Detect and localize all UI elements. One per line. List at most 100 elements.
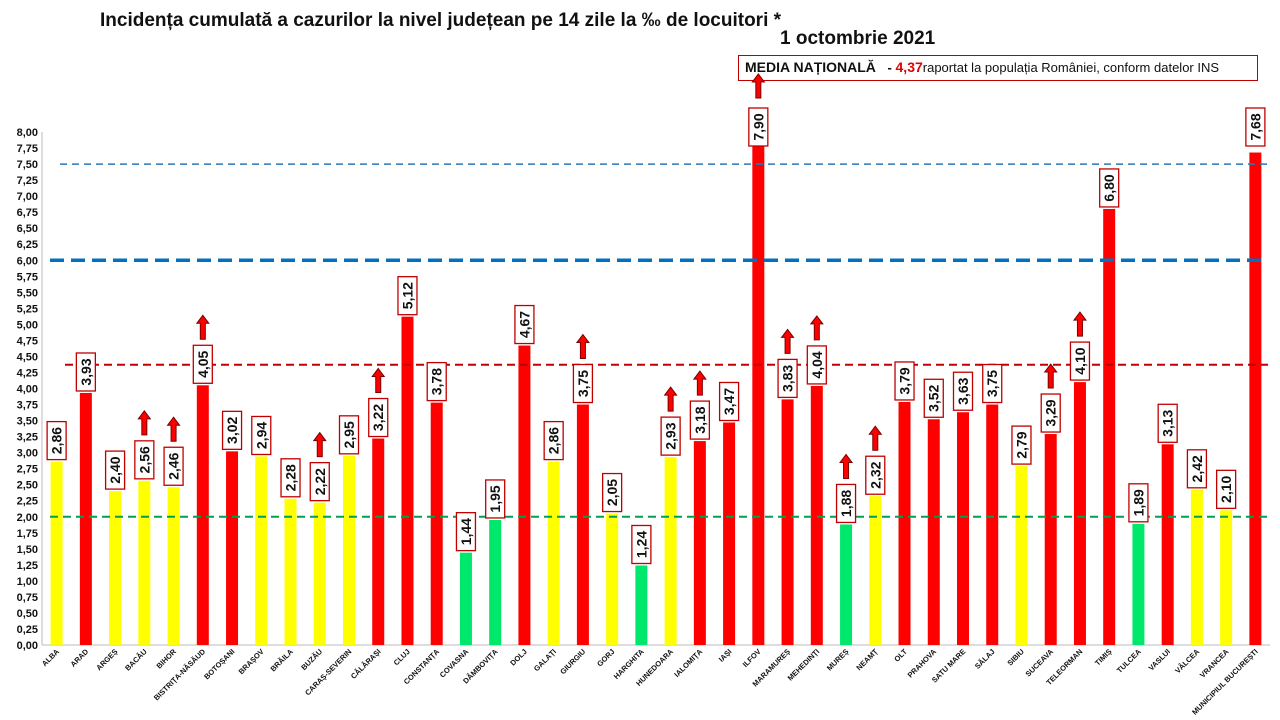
y-tick-label: 1,00 (17, 576, 38, 588)
bar (79, 392, 92, 645)
data-label-box (426, 361, 447, 402)
data-label: 3,75 (984, 370, 1000, 397)
data-label-box (601, 472, 623, 513)
bar (1073, 382, 1086, 645)
bar (284, 498, 297, 645)
bar (1190, 489, 1203, 645)
x-tick-label: BRAȘOV (237, 647, 266, 676)
x-tick-label: MEHEDINȚI (786, 647, 822, 683)
bar (196, 385, 209, 645)
data-label: 3,13 (1160, 409, 1176, 436)
data-label: 4,10 (1072, 347, 1088, 374)
bar (430, 402, 443, 645)
bar (664, 457, 677, 645)
data-label: 3,47 (721, 388, 737, 415)
bar (226, 451, 239, 645)
data-label-box (777, 358, 798, 399)
trend-up-arrow-icon (692, 370, 707, 396)
data-label-box (952, 371, 974, 411)
y-tick-label: 7,75 (17, 143, 38, 155)
bar (1220, 510, 1233, 645)
bar (635, 565, 648, 645)
data-label-box (689, 400, 711, 440)
x-tick-label: DOLJ (508, 647, 529, 668)
data-label-box (163, 446, 184, 486)
bar (606, 513, 619, 645)
y-tick-label: 3,00 (17, 448, 38, 460)
legend-value: 4,37 (895, 59, 923, 75)
data-label: 2,42 (1189, 455, 1205, 482)
data-label: 1,89 (1130, 489, 1146, 516)
x-tick-label: OLT (892, 647, 909, 664)
data-label-box (1157, 403, 1178, 443)
bar (869, 496, 882, 645)
x-tick-label: IALOMIȚA (672, 647, 704, 679)
trend-up-arrow-icon (809, 315, 824, 341)
legend-dash: - (887, 60, 892, 75)
bar (547, 461, 560, 645)
y-tick-label: 4,25 (17, 367, 38, 379)
data-label-box (1215, 469, 1237, 509)
x-tick-label: MUREȘ (825, 647, 851, 673)
data-label: 2,46 (166, 452, 182, 479)
bar (1015, 466, 1028, 645)
x-tick-label: TULCEA (1115, 647, 1143, 675)
data-label: 2,32 (867, 461, 883, 488)
data-label: 2,86 (546, 427, 562, 454)
y-tick-label: 3,50 (17, 416, 38, 428)
bar (752, 138, 765, 645)
x-tick-label: IAȘI (717, 647, 734, 664)
bar (372, 438, 385, 645)
y-tick-label: 8,00 (17, 127, 38, 139)
data-label: 3,18 (692, 406, 708, 433)
data-label: 1,95 (487, 485, 503, 512)
y-tick-label: 2,25 (17, 496, 38, 508)
bar (898, 401, 911, 645)
data-label-box (104, 450, 126, 490)
data-label: 3,75 (575, 370, 591, 397)
data-label-box (514, 304, 535, 345)
bar (840, 524, 853, 645)
bar (401, 316, 414, 645)
x-tick-label: ARAD (69, 647, 91, 669)
data-label-box (660, 416, 681, 456)
y-tick-label: 0,75 (17, 592, 38, 604)
data-label-box (1186, 449, 1208, 489)
x-tick-label: TIMIȘ (1093, 647, 1114, 668)
x-tick-label: GIURGIU (558, 647, 587, 676)
x-tick-label: VÂLCEA (1173, 647, 1202, 676)
bar (723, 422, 736, 645)
bar (255, 456, 268, 645)
trend-up-arrow-icon (751, 73, 766, 99)
data-label-box (192, 344, 213, 384)
trend-up-arrow-icon (868, 425, 883, 451)
data-label: 2,40 (107, 456, 123, 483)
x-tick-label: ALBA (40, 647, 62, 669)
x-tick-label: SIBIU (1005, 647, 1026, 668)
bar (576, 404, 589, 645)
data-label: 2,95 (341, 421, 357, 448)
x-tick-label: GALAȚI (532, 647, 558, 673)
data-label: 2,56 (136, 446, 152, 473)
data-label-box (221, 410, 243, 450)
y-tick-label: 3,25 (17, 432, 38, 444)
data-label-box (397, 276, 418, 316)
y-tick-label: 2,50 (17, 480, 38, 492)
data-label: 2,93 (663, 422, 679, 449)
bar (313, 502, 326, 645)
bar (489, 519, 502, 645)
bar (1161, 444, 1174, 645)
x-tick-label: BUZĂU (299, 647, 324, 672)
data-label: 7,68 (1247, 113, 1263, 140)
bar (1249, 152, 1262, 645)
data-label: 3,79 (897, 367, 913, 394)
data-label: 2,22 (312, 468, 328, 495)
y-tick-label: 3,75 (17, 400, 38, 412)
data-label: 2,28 (283, 464, 299, 491)
data-label-box (455, 512, 477, 552)
y-tick-label: 6,50 (17, 223, 38, 235)
x-tick-label: BOTOȘANI (202, 647, 236, 681)
data-label-box (338, 415, 360, 455)
data-label-box (865, 455, 886, 495)
